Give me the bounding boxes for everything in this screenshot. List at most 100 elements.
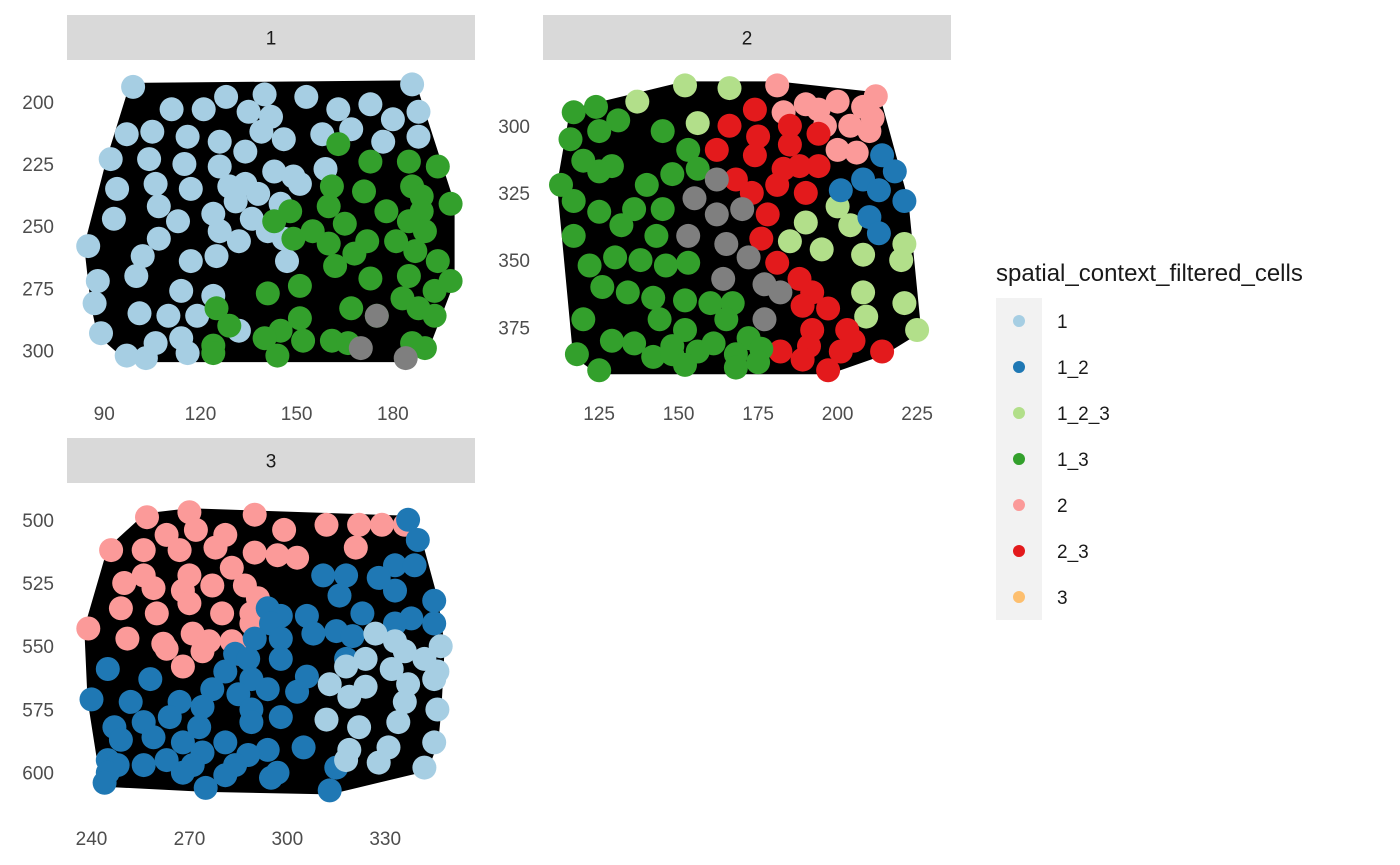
cell-point	[79, 687, 104, 712]
cell-point	[236, 646, 261, 671]
cell-point	[287, 306, 312, 331]
cell-point	[213, 763, 238, 788]
cell-point	[114, 122, 139, 147]
cell-points-3	[76, 500, 453, 803]
cell-point	[644, 223, 669, 248]
cell-point	[711, 266, 736, 291]
cell-point	[332, 211, 357, 236]
legend-label-2_3: 2_3	[1057, 542, 1089, 563]
cell-point	[599, 328, 624, 353]
x-tick-label: 175	[742, 404, 774, 425]
cell-point	[825, 89, 850, 114]
cell-point	[348, 336, 373, 361]
cell-point	[353, 646, 378, 671]
cell-point	[204, 296, 229, 321]
x-tick-label: 270	[174, 829, 206, 850]
cell-point	[358, 92, 383, 117]
y-axis-ticks-3: 500 525 550 575 600	[22, 511, 54, 785]
legend-key-3	[1013, 591, 1025, 603]
cell-point	[82, 291, 107, 316]
cell-point	[112, 571, 137, 595]
cell-point	[380, 107, 405, 132]
cell-point	[650, 119, 675, 144]
cell-point	[676, 250, 701, 275]
cell-point	[159, 97, 184, 122]
cell-point	[156, 303, 181, 328]
cell-point	[249, 119, 274, 144]
cell-point	[425, 697, 450, 722]
cell-point	[841, 328, 866, 353]
cell-point	[265, 543, 290, 568]
cell-point	[144, 601, 169, 626]
legend-key-1	[1013, 315, 1025, 327]
cell-point	[587, 159, 612, 184]
cell-point	[342, 241, 367, 266]
cell-point	[615, 280, 640, 305]
cell-point	[383, 553, 407, 578]
cell-point	[851, 280, 876, 305]
cell-point	[207, 154, 232, 179]
x-tick-label: 225	[901, 404, 933, 425]
cell-point	[383, 611, 407, 636]
cell-point	[816, 296, 841, 321]
facet-strip-1	[67, 15, 475, 60]
cell-point	[170, 654, 195, 679]
cell-point	[371, 129, 396, 154]
cell-point	[682, 186, 707, 211]
cell-point	[412, 336, 437, 361]
cell-point	[316, 194, 341, 219]
cell-point	[765, 73, 790, 98]
cell-point	[262, 209, 287, 234]
cell-point	[291, 328, 316, 353]
y-tick-label: 275	[22, 279, 54, 300]
cell-point	[685, 156, 710, 181]
cell-point	[169, 278, 194, 303]
facet-strip-label-1: 1	[266, 29, 277, 50]
legend-key-1_2_3	[1013, 407, 1025, 419]
cell-point	[190, 639, 215, 664]
cell-point	[777, 113, 802, 138]
cell-point	[200, 573, 225, 598]
cell-point	[406, 124, 431, 149]
cell-point	[366, 750, 391, 775]
y-tick-label: 325	[498, 184, 530, 205]
cell-point	[271, 127, 296, 152]
cell-point	[327, 583, 352, 608]
cell-point	[210, 601, 235, 626]
cell-point	[213, 659, 238, 684]
cell-point	[207, 219, 232, 244]
cell-point	[438, 269, 463, 293]
cell-point	[193, 775, 218, 800]
cell-point	[352, 179, 376, 204]
cell-point	[660, 162, 685, 187]
cell-point	[793, 210, 818, 235]
cell-point	[736, 245, 761, 270]
legend-label-3: 3	[1057, 588, 1068, 609]
legend-label-1_2: 1_2	[1057, 358, 1089, 379]
cell-point	[138, 667, 163, 692]
cell-point	[622, 331, 647, 356]
cell-point	[422, 611, 447, 636]
cell-point	[587, 199, 612, 224]
cell-point	[412, 755, 437, 780]
x-tick-label: 150	[281, 404, 313, 425]
x-tick-label: 90	[94, 404, 115, 425]
cell-point	[673, 318, 697, 342]
cell-point	[108, 596, 133, 621]
cell-point	[787, 154, 812, 179]
cell-point	[889, 248, 914, 273]
cell-point	[334, 563, 359, 588]
cell-point	[816, 358, 841, 383]
cell-point	[374, 199, 399, 224]
cell-point	[177, 591, 202, 616]
cell-point	[326, 132, 351, 157]
cell-point	[115, 626, 140, 651]
cell-point	[561, 189, 586, 213]
facet-panel-3: 3 240 270 300 330 500 525 550 575 600	[22, 438, 475, 850]
cell-point	[301, 621, 326, 646]
cell-point	[317, 778, 342, 803]
cell-point	[587, 358, 612, 383]
cell-point	[609, 213, 634, 238]
cell-point	[124, 264, 149, 288]
facet-strip-label-3: 3	[266, 452, 277, 473]
